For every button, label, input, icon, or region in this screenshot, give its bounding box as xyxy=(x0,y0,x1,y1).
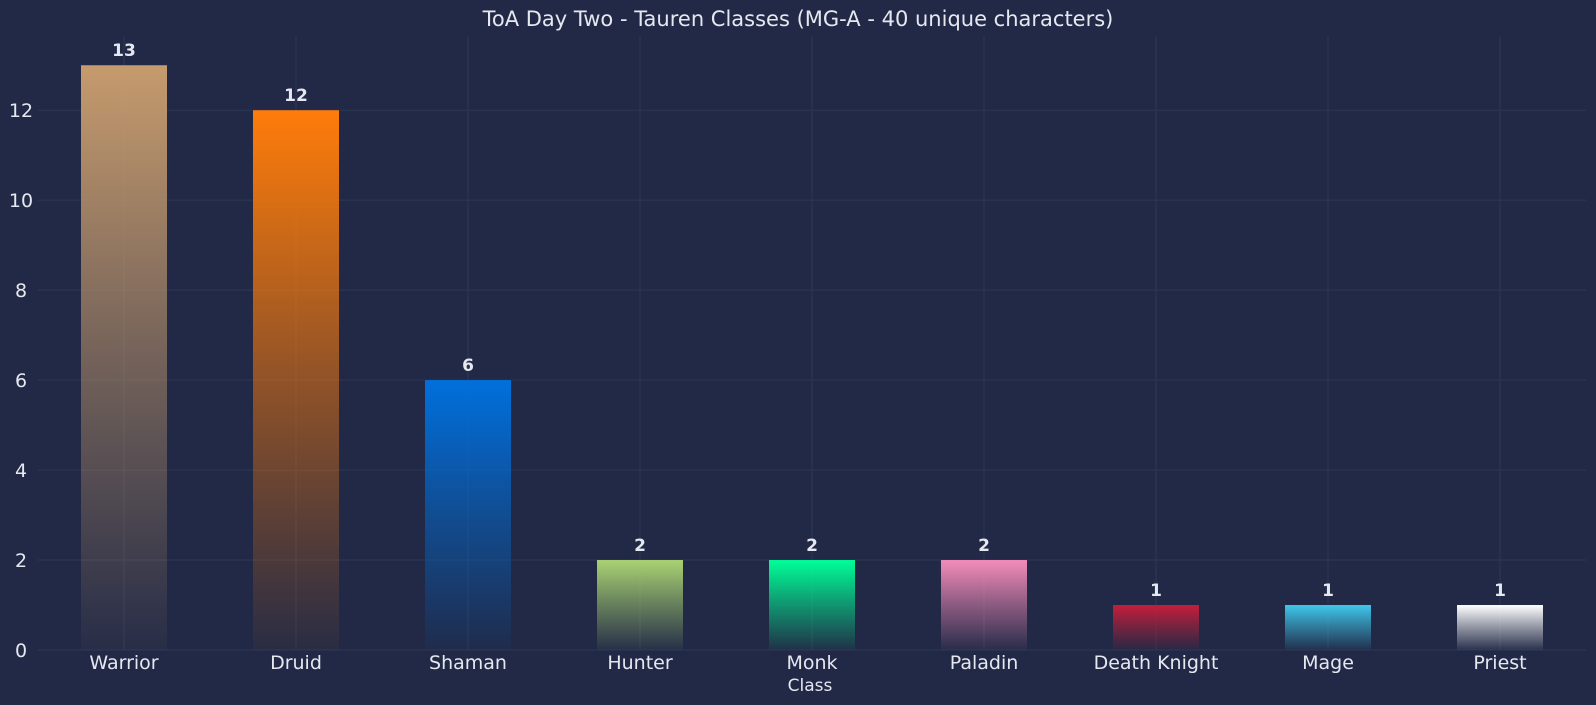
y-tick-label: 2 xyxy=(15,550,27,572)
x-axis-ticks: Warrior Druid Shaman Hunter Monk Paladin Death… xyxy=(89,652,1526,674)
x-tick-label: Shaman xyxy=(429,652,507,674)
bars xyxy=(81,65,1543,650)
chart-title: ToA Day Two - Tauren Classes (MG-A - 40 … xyxy=(482,7,1114,31)
bar-paladin xyxy=(941,560,1027,650)
bar-warrior xyxy=(81,65,167,650)
y-tick-label: 8 xyxy=(15,280,27,302)
y-tick-label: 12 xyxy=(9,100,33,122)
x-tick-label: Paladin xyxy=(950,652,1019,674)
x-tick-label: Mage xyxy=(1302,652,1354,674)
value-label: 2 xyxy=(978,536,990,556)
y-axis-ticks: 0 2 4 6 8 10 12 xyxy=(9,100,33,662)
bar-shaman xyxy=(425,380,511,650)
value-label: 1 xyxy=(1322,581,1334,601)
value-label: 1 xyxy=(1150,581,1162,601)
x-tick-label: Death Knight xyxy=(1094,652,1219,674)
value-label: 2 xyxy=(806,536,818,556)
value-labels: 13 12 6 2 2 2 1 1 1 xyxy=(112,41,1506,601)
x-tick-label: Monk xyxy=(786,652,837,674)
bar-druid xyxy=(253,110,339,650)
y-tick-label: 10 xyxy=(9,190,33,212)
x-tick-label: Priest xyxy=(1473,652,1526,674)
bar-monk xyxy=(769,560,855,650)
y-tick-label: 4 xyxy=(15,460,27,482)
bar-mage xyxy=(1285,605,1371,650)
x-axis-label: Class xyxy=(788,676,833,696)
x-tick-label: Druid xyxy=(270,652,322,674)
bar-priest xyxy=(1457,605,1543,650)
bar-death-knight xyxy=(1113,605,1199,650)
value-label: 12 xyxy=(284,86,308,106)
x-tick-label: Hunter xyxy=(607,652,673,674)
value-label: 1 xyxy=(1494,581,1506,601)
y-tick-label: 0 xyxy=(15,640,27,662)
y-tick-label: 6 xyxy=(15,370,27,392)
x-tick-label: Warrior xyxy=(89,652,158,674)
value-label: 2 xyxy=(634,536,646,556)
value-label: 13 xyxy=(112,41,136,61)
bar-hunter xyxy=(597,560,683,650)
value-label: 6 xyxy=(462,356,474,376)
